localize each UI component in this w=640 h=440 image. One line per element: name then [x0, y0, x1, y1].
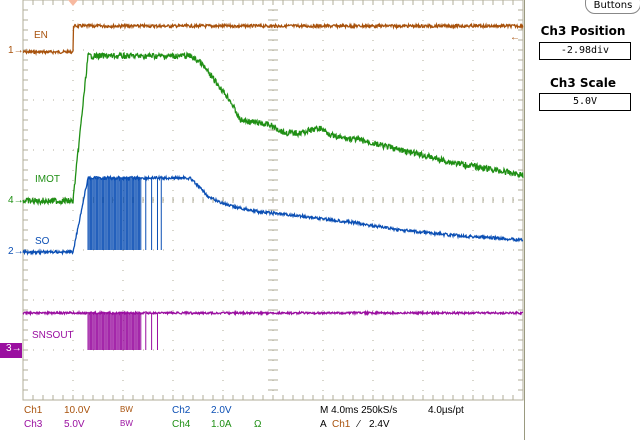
ch1-label: Ch1	[24, 405, 43, 416]
trigger-slope-icon: ⁄	[358, 419, 360, 430]
ch1-marker[interactable]: 1→	[8, 45, 24, 56]
ch3-scale-value[interactable]: 5.0V	[539, 93, 631, 111]
trigger-prefix: A	[320, 419, 327, 430]
ch3-bw-limit: BW	[120, 419, 133, 428]
ch4-label: Ch4	[172, 419, 191, 430]
ch4-unit: Ω	[254, 419, 262, 430]
waveforms	[22, 21, 524, 350]
ch2-marker[interactable]: 2→	[8, 246, 24, 257]
ch2-scale: 2.0V	[211, 405, 232, 416]
trace-label-snsout: SNSOUT	[32, 330, 74, 341]
ch3-scale: 5.0V	[64, 419, 85, 430]
resolution: 4.0µs/pt	[428, 405, 464, 416]
ch3-marker[interactable]: 3→	[0, 343, 22, 358]
timebase: M 4.0ms 250kS/s	[320, 405, 398, 416]
ch3-scale-label: Ch3 Scale	[550, 76, 616, 90]
trace-imot	[22, 51, 524, 206]
side-menu: Buttons Ch3 Position -2.98div Ch3 Scale …	[524, 0, 640, 440]
trace-label-so: SO	[35, 236, 50, 247]
ch3-position-label: Ch3 Position	[540, 24, 626, 38]
ch2-label: Ch2	[172, 405, 191, 416]
trigger-source: Ch1	[332, 419, 351, 430]
trace-en	[22, 21, 524, 56]
ch3-position-value[interactable]: -2.98div	[539, 42, 631, 60]
buttons-button[interactable]: Buttons	[585, 0, 640, 14]
ch4-marker[interactable]: 4→	[8, 195, 24, 206]
trigger-position-marker	[68, 0, 78, 6]
trace-label-en: EN	[34, 30, 48, 41]
waveform-display	[22, 0, 524, 401]
ch4-scale: 1.0A	[211, 419, 232, 430]
trigger-level: 2.4V	[369, 419, 390, 430]
trace-label-imot: IMOT	[35, 174, 60, 185]
ch1-bw-limit: BW	[120, 405, 133, 414]
ch3-label: Ch3	[24, 419, 43, 430]
trace-snsout	[22, 309, 524, 317]
trigger-level-marker[interactable]: ←	[510, 32, 520, 43]
ch1-scale: 10.0V	[64, 405, 91, 416]
